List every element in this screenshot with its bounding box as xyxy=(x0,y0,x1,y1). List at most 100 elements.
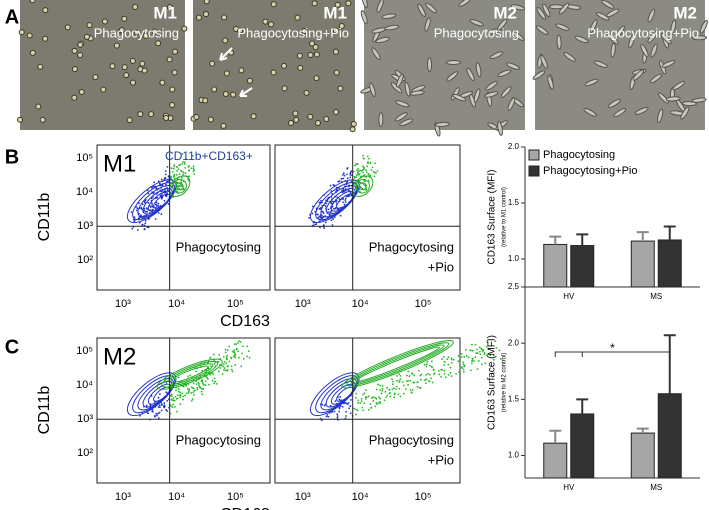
cell xyxy=(446,71,459,82)
cell xyxy=(371,47,381,61)
event xyxy=(219,367,222,369)
event xyxy=(344,199,347,201)
event xyxy=(166,165,169,168)
event xyxy=(324,221,327,224)
event xyxy=(217,370,220,373)
event xyxy=(331,224,334,227)
x-tick-label: 10³ xyxy=(295,298,311,310)
cell xyxy=(223,70,230,77)
cell xyxy=(583,107,597,117)
event xyxy=(201,381,204,384)
cell xyxy=(297,64,304,71)
event xyxy=(484,362,487,365)
event xyxy=(179,396,182,399)
event xyxy=(486,341,489,343)
event xyxy=(479,353,482,356)
event xyxy=(190,391,193,394)
event xyxy=(156,412,159,415)
cell xyxy=(574,35,589,44)
event xyxy=(158,404,161,407)
event xyxy=(318,207,321,210)
event xyxy=(175,397,178,400)
cell xyxy=(281,85,288,92)
event xyxy=(450,375,453,378)
cell xyxy=(92,74,99,81)
event xyxy=(238,340,240,343)
event xyxy=(198,384,200,387)
cell xyxy=(78,89,85,96)
cell xyxy=(323,116,330,123)
event xyxy=(203,383,205,386)
cell xyxy=(628,33,636,49)
event xyxy=(324,205,327,207)
x-tick-label: 10⁵ xyxy=(227,491,244,503)
event xyxy=(405,380,408,383)
cell xyxy=(42,7,49,14)
event xyxy=(455,373,457,375)
event xyxy=(141,203,144,206)
event xyxy=(447,373,450,376)
event xyxy=(399,374,402,377)
event xyxy=(354,176,356,179)
event xyxy=(379,389,382,391)
event xyxy=(363,179,366,182)
event xyxy=(438,370,440,372)
error-bar xyxy=(576,233,589,246)
event xyxy=(191,398,194,400)
cell xyxy=(71,94,78,101)
x-tick-label: HV xyxy=(563,292,575,301)
event xyxy=(333,410,336,413)
event xyxy=(385,396,387,399)
event xyxy=(443,369,446,372)
event xyxy=(426,361,429,363)
event xyxy=(160,404,163,406)
event xyxy=(195,383,198,386)
event xyxy=(223,369,225,372)
y-tick-label: 10³ xyxy=(77,220,93,232)
cell xyxy=(142,32,149,39)
event xyxy=(185,158,188,161)
event xyxy=(356,409,359,412)
event xyxy=(469,369,472,372)
event xyxy=(494,340,497,343)
event xyxy=(185,384,188,387)
contour xyxy=(358,181,368,191)
cell xyxy=(595,12,610,21)
x-tick-label: 10⁵ xyxy=(415,491,432,503)
event xyxy=(238,356,240,359)
cell xyxy=(680,106,690,120)
event xyxy=(349,171,352,174)
cell xyxy=(220,122,227,129)
event xyxy=(346,177,349,180)
event xyxy=(180,169,182,172)
event xyxy=(144,219,147,222)
event xyxy=(346,403,349,405)
event xyxy=(409,379,412,382)
event xyxy=(221,373,224,375)
event xyxy=(465,349,467,351)
event xyxy=(144,210,147,213)
event xyxy=(151,204,154,206)
cell xyxy=(672,80,686,91)
event xyxy=(458,362,461,364)
event xyxy=(341,405,344,408)
bar xyxy=(570,245,595,288)
event xyxy=(341,173,344,176)
event xyxy=(413,381,416,384)
event xyxy=(192,170,195,173)
y-tick-label: 10⁵ xyxy=(76,152,93,164)
event xyxy=(471,343,473,346)
event xyxy=(362,169,364,171)
y-tick-label: 10⁴ xyxy=(76,379,93,391)
cell xyxy=(203,11,210,18)
event xyxy=(476,348,478,351)
event xyxy=(147,412,150,415)
event xyxy=(352,170,355,173)
event xyxy=(131,227,134,230)
event xyxy=(384,390,387,393)
cell xyxy=(334,1,341,8)
event xyxy=(332,217,335,220)
cell xyxy=(647,30,658,44)
event xyxy=(475,352,478,355)
cell xyxy=(511,31,525,41)
